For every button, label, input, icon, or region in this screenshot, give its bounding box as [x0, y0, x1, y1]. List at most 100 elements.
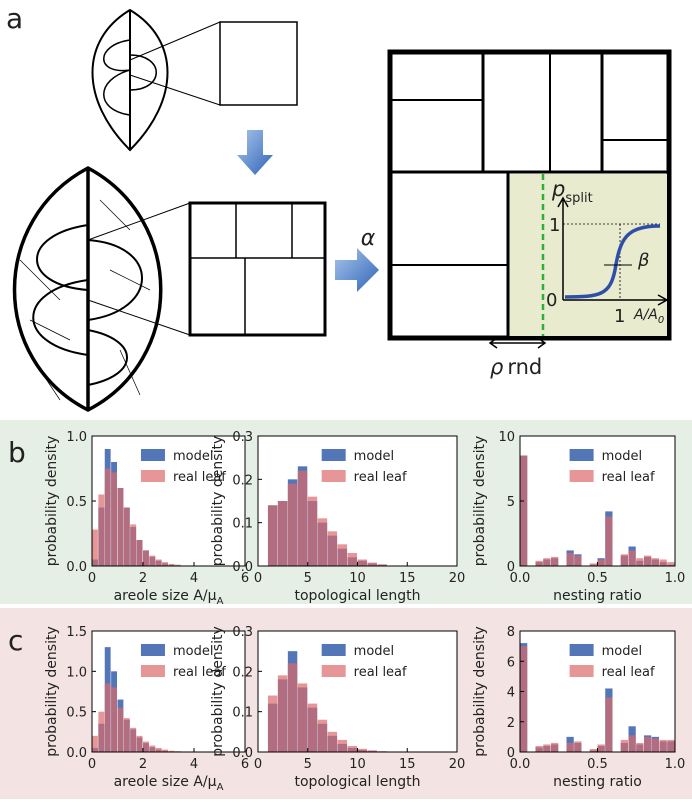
- inset-x: A/A: [633, 307, 658, 323]
- y-tick-label: 0.1: [232, 517, 253, 532]
- bar: [268, 505, 277, 566]
- x-label-text: areole size A/μ: [114, 588, 217, 604]
- y-tick-label: 0.3: [232, 625, 253, 640]
- y-tick-label: 0: [507, 746, 515, 761]
- y-tick-label: 10: [498, 430, 515, 445]
- x-label-sub: A: [217, 596, 224, 607]
- bar: [156, 560, 162, 567]
- panel-label: c: [8, 624, 23, 657]
- legend-label: real leaf: [354, 665, 407, 680]
- y-axis-label: probability density: [210, 626, 226, 756]
- x-tick-label: 0: [88, 757, 96, 772]
- x-tick-label: 10: [349, 571, 366, 586]
- bar: [328, 531, 337, 566]
- legend-label: real leaf: [602, 470, 655, 485]
- bar: [92, 530, 98, 566]
- bar: [111, 687, 117, 752]
- legend-label: model: [173, 449, 213, 464]
- y-axis-label: probability density: [472, 436, 488, 566]
- legend-swatch: [322, 665, 346, 677]
- y-tick-label: 0.0: [232, 746, 253, 761]
- bar: [660, 740, 667, 752]
- bar: [536, 746, 543, 752]
- y-tick-label: 0.2: [232, 665, 253, 680]
- x-label-sub: A: [217, 782, 224, 793]
- bar: [567, 743, 574, 752]
- bar: [143, 550, 149, 566]
- bar: [667, 562, 674, 566]
- legend-swatch: [141, 644, 165, 656]
- x-axis-label: nesting ratio: [553, 774, 642, 790]
- legend-label: model: [173, 644, 213, 659]
- y-tick-label: 0.0: [66, 560, 87, 575]
- x-tick-label: 5: [304, 571, 312, 586]
- legend-label: model: [602, 449, 642, 464]
- x-axis-label: nesting ratio: [553, 588, 642, 604]
- y-tick-label: 0.2: [232, 473, 253, 488]
- bar: [298, 471, 307, 566]
- bar: [278, 675, 287, 752]
- bar: [644, 556, 651, 566]
- bar: [288, 484, 297, 566]
- x-tick-label: 0: [88, 571, 96, 586]
- x-tick-label: 0: [254, 571, 262, 586]
- bar: [156, 748, 162, 752]
- x-label-text: topological length: [295, 588, 421, 604]
- bar: [629, 550, 636, 566]
- x-axis-label: areole size A/μA: [114, 588, 224, 607]
- bar: [605, 517, 612, 566]
- x-label-text: topological length: [295, 774, 421, 790]
- bar: [598, 560, 605, 567]
- bar: [288, 663, 297, 752]
- inset-x-sub: 0: [658, 315, 664, 326]
- p: p: [551, 177, 565, 201]
- bar: [308, 704, 317, 752]
- bar: [551, 743, 558, 752]
- legend-label: real leaf: [354, 470, 407, 485]
- x-label-text: nesting ratio: [553, 774, 642, 790]
- legend-swatch: [322, 449, 346, 461]
- bar: [162, 562, 168, 566]
- legend-swatch: [570, 665, 594, 677]
- bar: [636, 558, 643, 566]
- bar: [652, 558, 659, 566]
- rnd: rnd: [507, 355, 542, 379]
- bar: [105, 469, 111, 567]
- bar: [308, 497, 317, 566]
- bar: [543, 558, 550, 566]
- bar: [574, 556, 581, 566]
- bar: [318, 518, 327, 566]
- bar: [92, 736, 98, 752]
- y-tick-label: 0.0: [232, 560, 253, 575]
- bar: [660, 560, 667, 567]
- bar: [278, 501, 287, 566]
- inset-tick: 1: [549, 215, 560, 236]
- rho: ρ: [490, 355, 504, 379]
- y-tick-label: 0.5: [66, 495, 87, 510]
- bar: [118, 708, 124, 752]
- beta-label: β: [637, 250, 650, 271]
- x-tick-label: 1.0: [665, 757, 686, 772]
- bar: [137, 540, 143, 566]
- bar: [598, 744, 605, 752]
- legend-swatch: [322, 470, 346, 482]
- x-tick-label: 20: [449, 757, 466, 772]
- legend-swatch: [570, 644, 594, 656]
- bar: [130, 728, 136, 752]
- bar: [605, 698, 612, 752]
- y-tick-label: 1.0: [66, 430, 87, 445]
- bar: [298, 683, 307, 752]
- y-axis-label: probability density: [210, 436, 226, 566]
- alpha-label: α: [361, 226, 376, 251]
- bar: [358, 560, 367, 567]
- bar: [105, 683, 111, 752]
- y-tick-label: 0: [507, 560, 515, 575]
- legend-swatch: [570, 449, 594, 461]
- y-tick-label: 5: [507, 495, 515, 510]
- x-tick-label: 5: [304, 757, 312, 772]
- legend-swatch: [141, 665, 165, 677]
- y-tick-label: 8: [507, 625, 515, 640]
- y-axis-label: probability density: [44, 436, 60, 566]
